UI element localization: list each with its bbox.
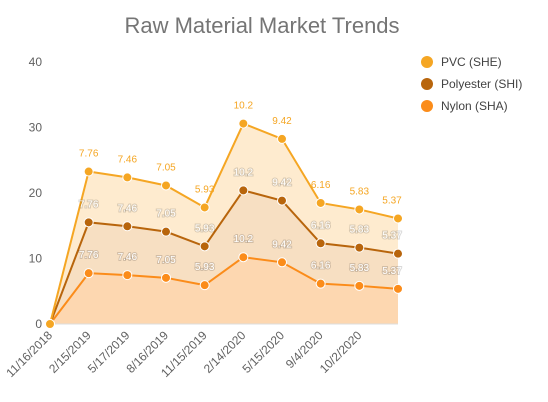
- legend-marker: [421, 56, 433, 68]
- data-point: [199, 241, 210, 252]
- data-label: 9.42: [272, 116, 292, 127]
- data-label: 7.46: [118, 203, 138, 214]
- data-point: [122, 172, 133, 183]
- data-label: 9.42: [272, 178, 292, 189]
- legend-marker: [421, 100, 433, 112]
- data-label: 5.83: [350, 263, 370, 274]
- data-point: [161, 272, 171, 283]
- series-points: [45, 118, 403, 329]
- data-point: [199, 280, 210, 291]
- data-label: 9.42: [272, 239, 292, 250]
- area-nylon-sha: [50, 257, 398, 324]
- x-tick-label: 5/15/2020: [239, 328, 287, 376]
- data-point: [315, 238, 326, 249]
- data-point: [277, 133, 287, 144]
- y-tick-label: 30: [29, 121, 43, 135]
- data-point: [161, 180, 171, 191]
- data-label: 5.37: [382, 266, 402, 277]
- y-tick-label: 20: [29, 186, 43, 200]
- data-label: 5.37: [382, 231, 402, 242]
- data-label: 7.46: [118, 154, 138, 165]
- data-label: 7.05: [156, 209, 176, 220]
- data-point: [354, 242, 365, 253]
- data-point: [83, 217, 94, 228]
- data-point: [161, 226, 171, 237]
- data-point: [393, 248, 403, 259]
- data-label: 5.93: [195, 184, 215, 195]
- data-point: [354, 204, 365, 215]
- data-point: [45, 319, 55, 329]
- line-polyester-shi: [49, 189, 399, 325]
- data-labels: 7.76 7.46 7.05 5.93 10.2 9.42 6.16 5.83 5.37 7.76…: [78, 101, 403, 278]
- data-point: [122, 221, 133, 232]
- data-label: 6.16: [311, 261, 331, 272]
- legend: PVC (SHE) Polyester (SHI) Nylon (SHA): [421, 55, 522, 113]
- line-pvc-she: [49, 122, 399, 325]
- data-point: [83, 268, 94, 279]
- data-point: [199, 202, 210, 213]
- y-tick-label: 40: [29, 55, 43, 69]
- x-tick-label: 10/2/2020: [317, 328, 365, 376]
- data-label: 5.37: [382, 195, 402, 206]
- data-point: [122, 270, 133, 281]
- data-point: [393, 283, 403, 294]
- data-point: [277, 195, 287, 206]
- data-label: 6.16: [311, 220, 331, 231]
- data-label: 7.05: [156, 255, 176, 266]
- data-label: 5.93: [195, 262, 215, 273]
- line-nylon-sha: [49, 256, 399, 325]
- data-label: 7.76: [79, 149, 99, 160]
- legend-label: Polyester (SHI): [441, 77, 522, 91]
- data-label: 7.76: [79, 250, 99, 261]
- legend-label: PVC (SHE): [441, 55, 502, 69]
- data-label: 10.2: [234, 101, 254, 112]
- data-point: [238, 118, 249, 129]
- data-point: [315, 278, 326, 289]
- data-label: 5.83: [350, 186, 370, 197]
- data-point: [354, 280, 365, 291]
- data-label: 7.05: [156, 162, 176, 173]
- data-point: [277, 257, 287, 268]
- legend-marker: [421, 78, 433, 90]
- data-point: [238, 252, 249, 263]
- data-point: [83, 166, 94, 177]
- data-label: 10.2: [234, 234, 254, 245]
- data-label: 7.76: [79, 199, 99, 210]
- data-point: [315, 197, 326, 208]
- y-tick-label: 0: [35, 317, 42, 331]
- data-label: 5.93: [195, 223, 215, 234]
- y-tick-label: 10: [29, 252, 43, 266]
- series-areas: [49, 122, 399, 325]
- data-point: [238, 185, 249, 196]
- data-label: 5.83: [350, 225, 370, 236]
- legend-label: Nylon (SHA): [441, 99, 508, 113]
- chart-title: Raw Material Market Trends: [124, 13, 399, 38]
- data-point: [393, 213, 403, 224]
- data-label: 10.2: [234, 167, 254, 178]
- data-label: 7.46: [118, 252, 138, 263]
- x-tick-label: 11/16/2018: [3, 328, 55, 380]
- data-label: 6.16: [311, 180, 331, 191]
